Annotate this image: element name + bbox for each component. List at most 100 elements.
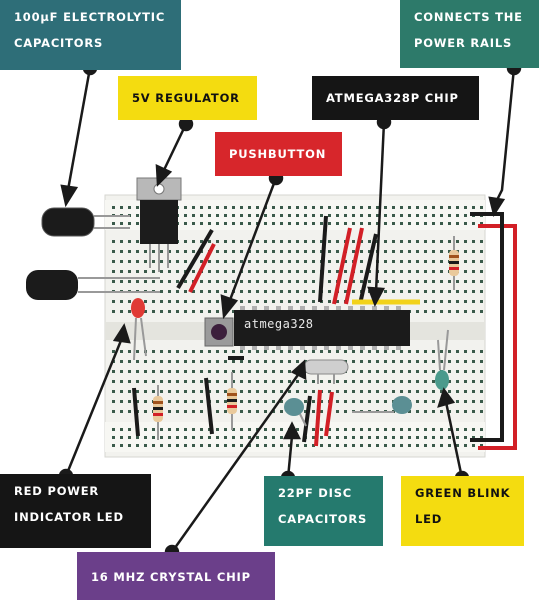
breadboard-hole bbox=[464, 428, 467, 431]
breadboard-hole bbox=[440, 310, 443, 313]
breadboard-hole bbox=[448, 428, 451, 431]
breadboard-hole bbox=[176, 370, 179, 373]
label-pushbutton: PUSHBUTTON bbox=[215, 132, 342, 176]
breadboard-hole bbox=[416, 400, 419, 403]
breadboard-hole bbox=[336, 444, 339, 447]
breadboard-hole bbox=[168, 390, 171, 393]
breadboard-hole bbox=[400, 222, 403, 225]
breadboard-hole bbox=[200, 370, 203, 373]
breadboard-hole bbox=[424, 290, 427, 293]
breadboard-hole bbox=[384, 214, 387, 217]
breadboard-hole bbox=[472, 300, 475, 303]
breadboard-hole bbox=[424, 280, 427, 283]
breadboard-hole bbox=[288, 390, 291, 393]
breadboard-hole bbox=[472, 206, 475, 209]
red-led bbox=[131, 298, 147, 361]
breadboard-hole bbox=[248, 300, 251, 303]
breadboard-hole bbox=[232, 214, 235, 217]
breadboard-hole bbox=[136, 350, 139, 353]
breadboard-hole bbox=[224, 428, 227, 431]
breadboard-hole bbox=[448, 390, 451, 393]
breadboard-hole bbox=[384, 280, 387, 283]
breadboard-hole bbox=[272, 250, 275, 253]
breadboard-hole bbox=[320, 214, 323, 217]
breadboard-hole bbox=[248, 222, 251, 225]
breadboard-hole bbox=[184, 400, 187, 403]
breadboard-hole bbox=[440, 290, 443, 293]
breadboard-hole bbox=[304, 410, 307, 413]
breadboard-hole bbox=[456, 310, 459, 313]
breadboard-hole bbox=[256, 444, 259, 447]
breadboard-hole bbox=[192, 410, 195, 413]
breadboard-hole bbox=[368, 444, 371, 447]
breadboard-hole bbox=[168, 270, 171, 273]
breadboard-hole bbox=[384, 360, 387, 363]
chip-pin bbox=[384, 306, 389, 310]
breadboard-hole bbox=[288, 290, 291, 293]
breadboard-hole bbox=[232, 428, 235, 431]
breadboard-hole bbox=[464, 380, 467, 383]
breadboard-hole bbox=[352, 206, 355, 209]
breadboard-hole bbox=[352, 380, 355, 383]
breadboard-hole bbox=[344, 206, 347, 209]
breadboard-hole bbox=[376, 222, 379, 225]
breadboard-hole bbox=[240, 444, 243, 447]
breadboard-hole bbox=[416, 370, 419, 373]
breadboard-hole bbox=[424, 360, 427, 363]
breadboard-hole bbox=[264, 436, 267, 439]
breadboard-hole bbox=[440, 300, 443, 303]
breadboard-hole bbox=[288, 280, 291, 283]
breadboard-hole bbox=[120, 250, 123, 253]
breadboard-hole bbox=[336, 390, 339, 393]
breadboard-hole bbox=[144, 380, 147, 383]
breadboard-hole bbox=[120, 310, 123, 313]
breadboard-hole bbox=[152, 370, 155, 373]
breadboard-hole bbox=[304, 206, 307, 209]
breadboard-hole bbox=[392, 250, 395, 253]
resistor-right bbox=[449, 236, 459, 290]
breadboard-hole bbox=[176, 390, 179, 393]
breadboard-hole bbox=[480, 300, 483, 303]
breadboard-hole bbox=[248, 444, 251, 447]
breadboard-hole bbox=[224, 400, 227, 403]
breadboard-hole bbox=[256, 360, 259, 363]
breadboard-hole bbox=[312, 436, 315, 439]
breadboard-hole bbox=[144, 410, 147, 413]
breadboard-hole bbox=[256, 350, 259, 353]
breadboard-hole bbox=[464, 250, 467, 253]
chip-pin bbox=[276, 306, 281, 310]
breadboard-hole bbox=[232, 444, 235, 447]
breadboard-hole bbox=[264, 360, 267, 363]
breadboard-hole bbox=[128, 310, 131, 313]
breadboard-hole bbox=[288, 222, 291, 225]
breadboard-hole bbox=[192, 428, 195, 431]
breadboard-hole bbox=[264, 390, 267, 393]
breadboard-hole bbox=[232, 240, 235, 243]
breadboard-hole bbox=[312, 240, 315, 243]
breadboard-hole bbox=[128, 350, 131, 353]
chip-pin bbox=[384, 346, 389, 350]
breadboard-hole bbox=[440, 280, 443, 283]
breadboard-hole bbox=[120, 410, 123, 413]
breadboard-hole bbox=[112, 370, 115, 373]
breadboard-hole bbox=[232, 370, 235, 373]
breadboard-hole bbox=[424, 400, 427, 403]
breadboard-hole bbox=[432, 380, 435, 383]
breadboard-hole bbox=[472, 222, 475, 225]
breadboard-hole bbox=[160, 360, 163, 363]
breadboard-hole bbox=[192, 400, 195, 403]
breadboard-hole bbox=[248, 290, 251, 293]
breadboard-hole bbox=[152, 310, 155, 313]
breadboard-hole bbox=[472, 250, 475, 253]
breadboard-hole bbox=[464, 390, 467, 393]
breadboard-hole bbox=[392, 214, 395, 217]
breadboard-hole bbox=[408, 350, 411, 353]
label-electrolytic-capacitors: 100µF ELECTROLYTIC CAPACITORS bbox=[0, 0, 181, 70]
breadboard-hole bbox=[208, 428, 211, 431]
breadboard-hole bbox=[408, 370, 411, 373]
breadboard-hole bbox=[176, 280, 179, 283]
breadboard-hole bbox=[272, 300, 275, 303]
breadboard-hole bbox=[432, 410, 435, 413]
breadboard-hole bbox=[176, 250, 179, 253]
breadboard-hole bbox=[352, 400, 355, 403]
